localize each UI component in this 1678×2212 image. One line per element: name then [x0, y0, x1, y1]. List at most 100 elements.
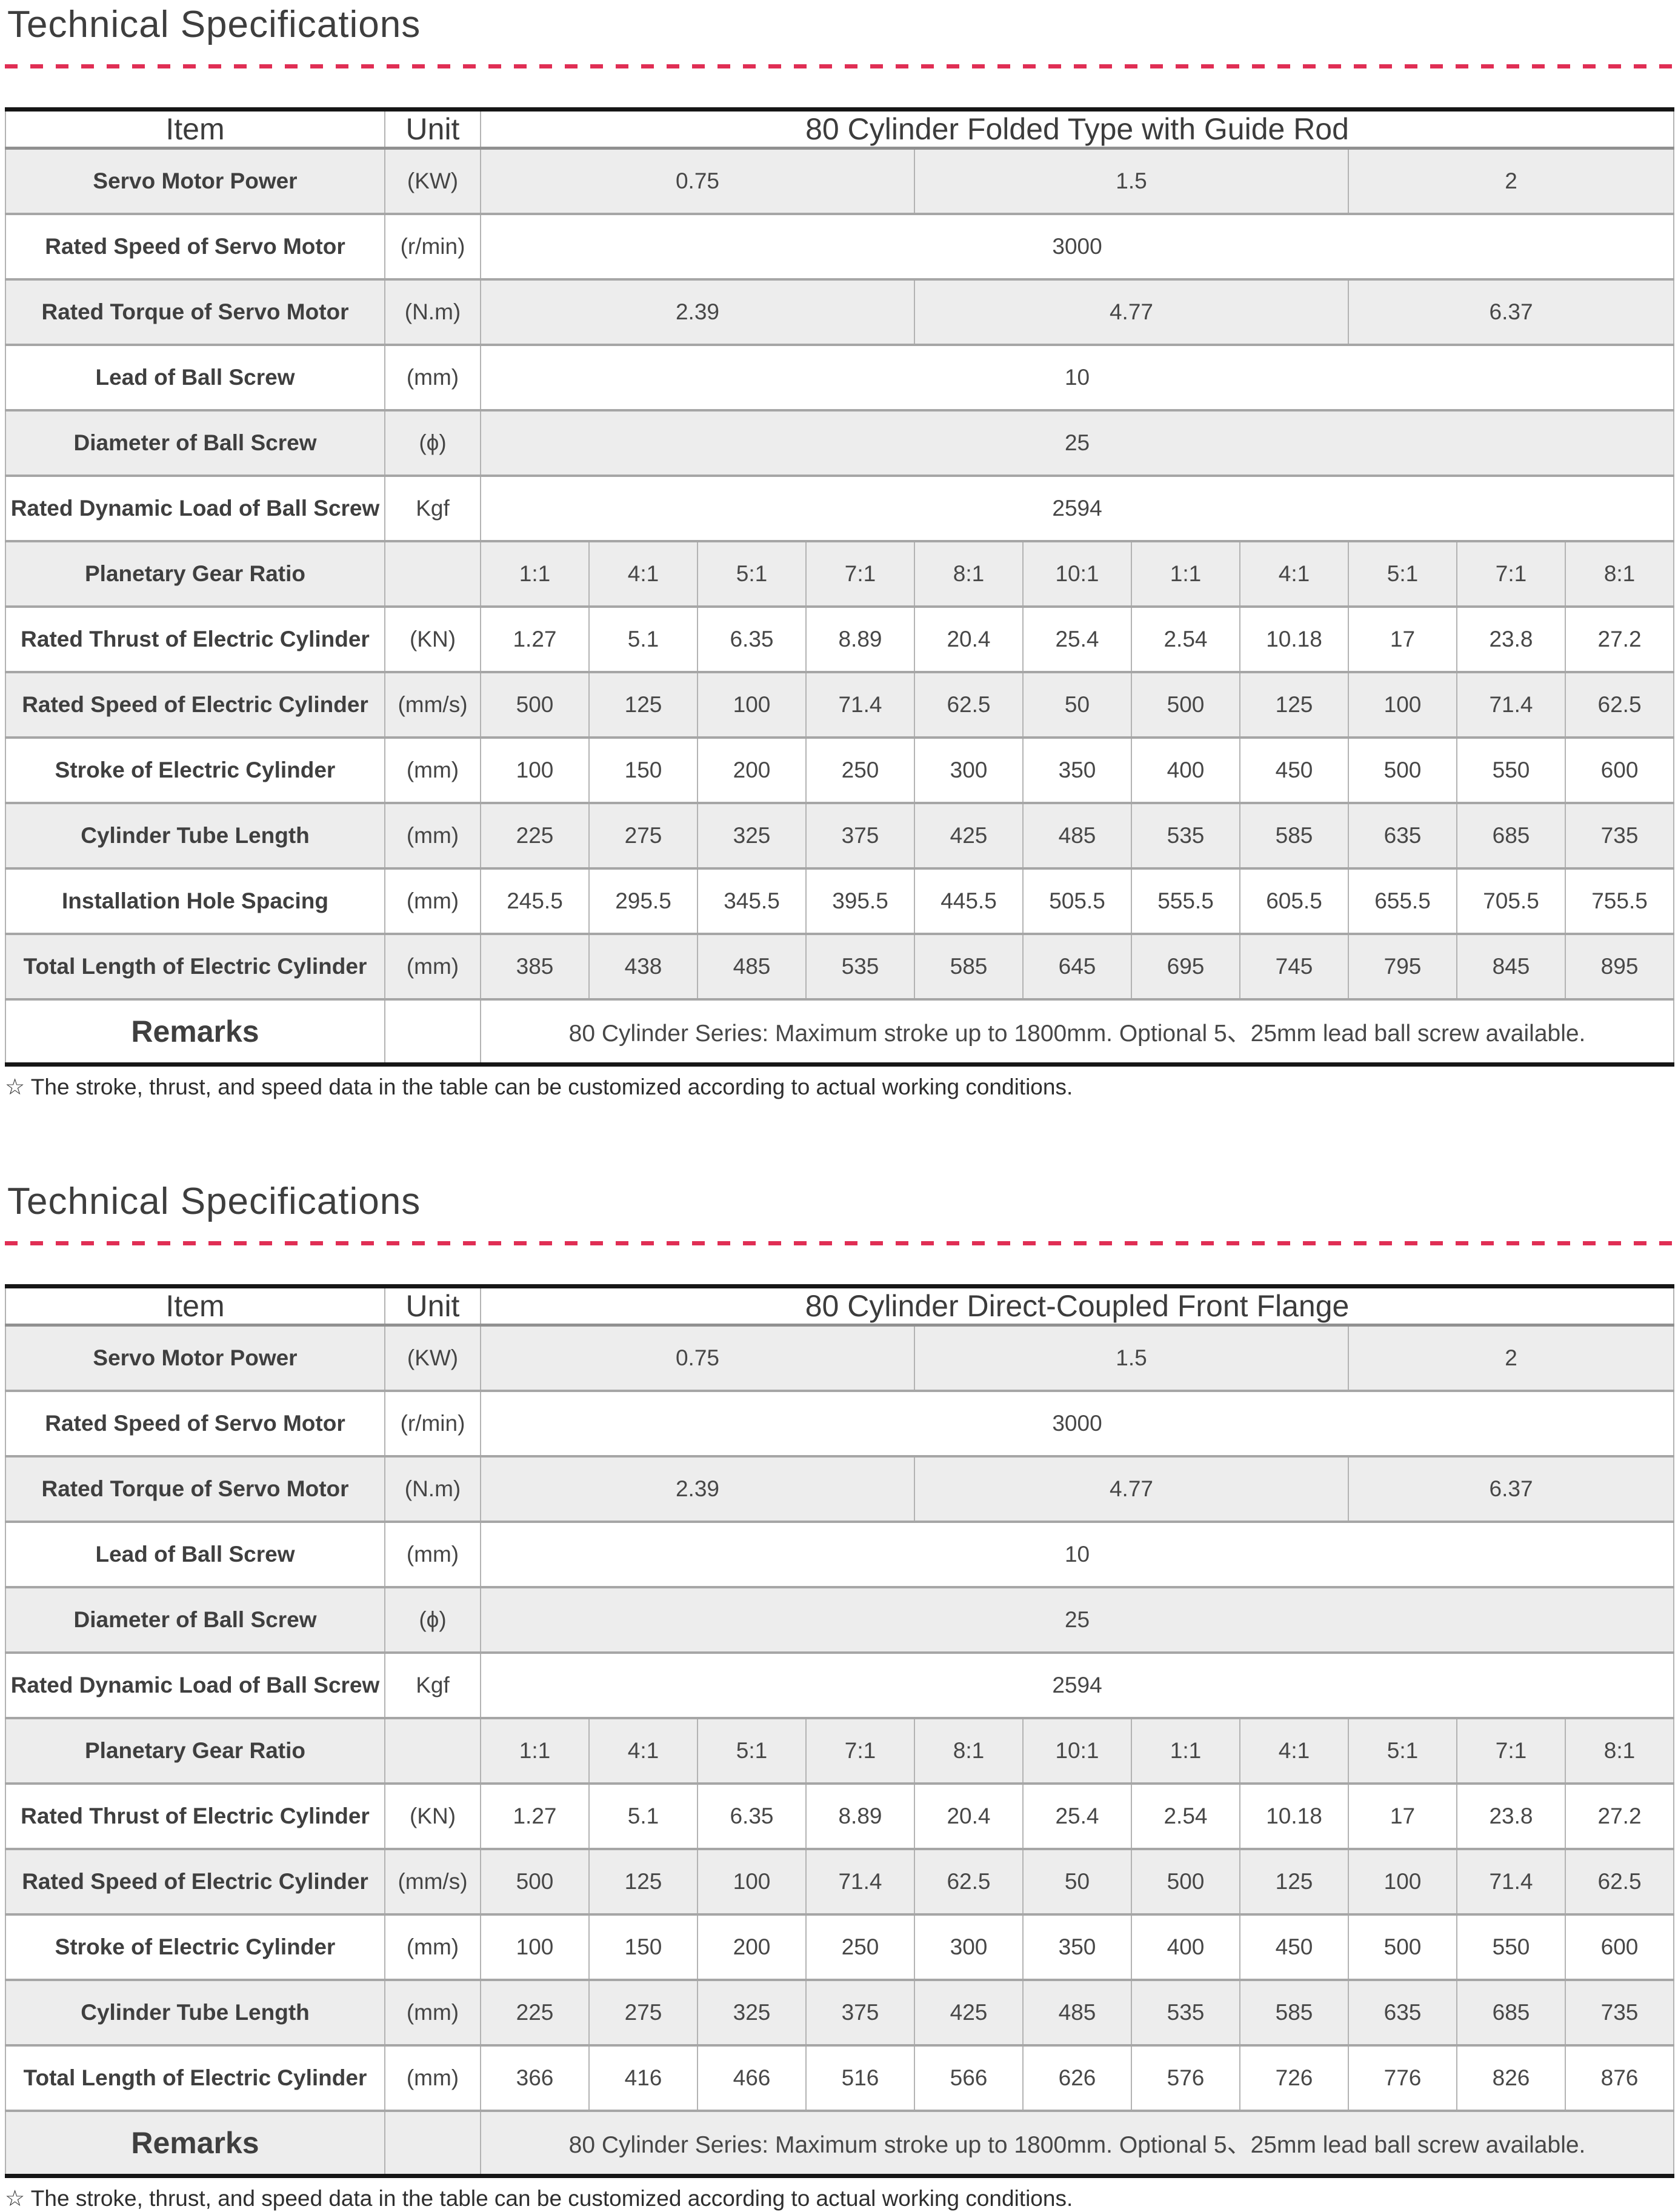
value-cell: 325: [697, 802, 807, 870]
value-cell: 395.5: [805, 868, 915, 935]
value-cell: 62.5: [914, 1848, 1024, 1916]
value-cell: 8:1: [914, 541, 1024, 608]
value-cell: 2: [1347, 148, 1675, 215]
value-cell: 600: [1564, 1914, 1675, 1981]
value-cell: 150: [588, 737, 698, 804]
value-cell: 50: [1022, 671, 1132, 739]
value-cell: 826: [1456, 2045, 1566, 2112]
value-cell: 505.5: [1022, 868, 1132, 935]
value-cell: 71.4: [1456, 1848, 1566, 1916]
row-label-cell: Remarks: [5, 999, 385, 1066]
row-label-cell: Diameter of Ball Screw: [5, 1587, 385, 1654]
unit-cell: (mm): [384, 2045, 481, 2112]
row-label-cell: Installation Hole Spacing: [5, 868, 385, 935]
value-cell: 275: [588, 1979, 698, 2047]
spec-section-folded-type: Technical Specifications Item Unit 80 Cy…: [0, 0, 1678, 1101]
value-cell: 1.27: [480, 606, 590, 673]
value-cell: 100: [697, 671, 807, 739]
value-cell: 71.4: [805, 1848, 915, 1916]
value-cell: 125: [588, 1848, 698, 1916]
value-cell: 695: [1131, 933, 1240, 1001]
row-label-cell: Stroke of Electric Cylinder: [5, 737, 385, 804]
value-cell: 8.89: [805, 1783, 915, 1850]
unit-cell: [384, 1717, 481, 1785]
row-label-cell: Rated Speed of Servo Motor: [5, 213, 385, 281]
table-row: Rated Speed of Servo Motor (r/min) 3000: [5, 213, 1675, 281]
value-cell: 755.5: [1564, 868, 1675, 935]
value-cell: 895: [1564, 933, 1675, 1001]
column-header-product: 80 Cylinder Direct-Coupled Front Flange: [479, 1286, 1675, 1327]
unit-cell: [384, 2110, 481, 2177]
unit-cell: (mm/s): [384, 1848, 481, 1916]
value-cell: 10: [479, 344, 1675, 411]
value-cell: 71.4: [1456, 671, 1566, 739]
value-cell: 576: [1131, 2045, 1240, 2112]
value-cell: 500: [1348, 737, 1457, 804]
value-cell: 776: [1348, 2045, 1457, 2112]
page-title: Technical Specifications: [7, 4, 421, 45]
value-cell: 626: [1022, 2045, 1132, 2112]
value-cell: 3000: [479, 1390, 1675, 1457]
table-row: Installation Hole Spacing (mm) 245.5 295.5 3…: [5, 868, 1675, 935]
spec-section-direct-coupled: Technical Specifications Item Unit 80 Cy…: [0, 1177, 1678, 2212]
value-cell: 450: [1239, 737, 1349, 804]
value-cell: 5:1: [1348, 1717, 1457, 1785]
value-cell: 550: [1456, 1914, 1566, 1981]
value-cell: 25.4: [1022, 1783, 1132, 1850]
value-cell: 27.2: [1564, 606, 1675, 673]
column-header-item: Item: [5, 1286, 385, 1327]
unit-cell: Kgf: [384, 1652, 481, 1719]
value-cell: 485: [1022, 1979, 1132, 2047]
value-cell: 485: [697, 933, 807, 1001]
value-cell: 566: [914, 2045, 1024, 2112]
unit-cell: (mm): [384, 1521, 481, 1588]
value-cell: 10.18: [1239, 1783, 1349, 1850]
unit-cell: (r/min): [384, 213, 481, 281]
table-row: Rated Speed of Servo Motor (r/min) 3000: [5, 1390, 1675, 1457]
row-label-cell: Rated Thrust of Electric Cylinder: [5, 606, 385, 673]
value-cell: 1.27: [480, 1783, 590, 1850]
value-cell: 125: [1239, 671, 1349, 739]
unit-cell: [384, 541, 481, 608]
value-cell: 7:1: [805, 541, 915, 608]
value-cell: 445.5: [914, 868, 1024, 935]
value-cell: 4:1: [1239, 1717, 1349, 1785]
table-row: Diameter of Ball Screw (ϕ) 25: [5, 1587, 1675, 1654]
value-cell: 400: [1131, 1914, 1240, 1981]
value-cell: 8:1: [1564, 1717, 1675, 1785]
unit-cell: (N.m): [384, 1456, 481, 1523]
table-row: Lead of Ball Screw (mm) 10: [5, 1521, 1675, 1588]
value-cell: 485: [1022, 802, 1132, 870]
value-cell: 585: [1239, 802, 1349, 870]
value-cell: 17: [1348, 606, 1457, 673]
unit-cell: (mm/s): [384, 671, 481, 739]
table-row: Rated Dynamic Load of Ball Screw Kgf 2594: [5, 1652, 1675, 1719]
value-cell: 25: [479, 1587, 1675, 1654]
unit-cell: (mm): [384, 933, 481, 1001]
header-row: Item Unit 80 Cylinder Folded Type with G…: [5, 109, 1675, 150]
column-header-unit: Unit: [384, 109, 481, 150]
value-cell: 735: [1564, 1979, 1675, 2047]
table-row: Cylinder Tube Length (mm) 225 275 325 375 425 4…: [5, 802, 1675, 870]
value-cell: 125: [1239, 1848, 1349, 1916]
table-row: Planetary Gear Ratio 1:1 4:1 5:1 7:1 8:1 10:1 1…: [5, 541, 1675, 608]
dashed-divider: [5, 1241, 1678, 1245]
unit-cell: (r/min): [384, 1390, 481, 1457]
value-cell: 80 Cylinder Series: Maximum stroke up to…: [479, 999, 1675, 1066]
row-label-cell: Diameter of Ball Screw: [5, 410, 385, 477]
row-label-cell: Lead of Ball Screw: [5, 344, 385, 411]
table-row: Stroke of Electric Cylinder (mm) 100 150 200…: [5, 1914, 1675, 1981]
value-cell: 350: [1022, 1914, 1132, 1981]
value-cell: 876: [1564, 2045, 1675, 2112]
value-cell: 366: [480, 2045, 590, 2112]
table-row: Stroke of Electric Cylinder (mm) 100 150 200…: [5, 737, 1675, 804]
row-label-cell: Cylinder Tube Length: [5, 1979, 385, 2047]
value-cell: 375: [805, 802, 915, 870]
spec-table-direct-coupled: Item Unit 80 Cylinder Direct-Coupled Fro…: [5, 1284, 1675, 2178]
row-label-cell: Cylinder Tube Length: [5, 802, 385, 870]
value-cell: 325: [697, 1979, 807, 2047]
value-cell: 745: [1239, 933, 1349, 1001]
value-cell: 25: [479, 410, 1675, 477]
value-cell: 500: [1131, 671, 1240, 739]
